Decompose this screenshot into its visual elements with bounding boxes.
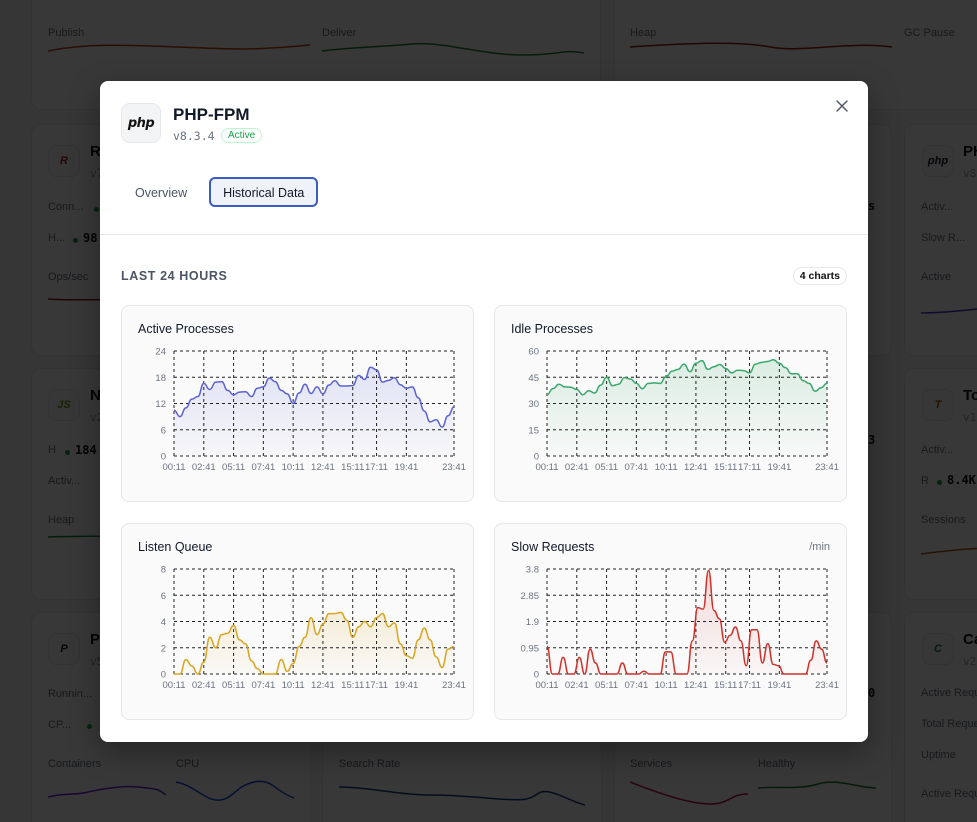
x-tick-label: 10:11 [282,462,305,473]
y-tick-label: 8 [161,565,166,576]
php-logo-icon: php [121,103,161,143]
x-tick-label: 02:41 [565,680,589,691]
x-tick-label: 15:11 [714,680,737,691]
modal-header: php PHP-FPM v8.3.4 Active Overview Histo… [100,81,868,235]
x-tick-label: 05:11 [595,680,618,691]
x-tick-label: 23:41 [815,462,839,473]
line-chart: 0 15 30 45 60 00:11 02:41 05:11 07:41 10:11 12:41 1… [528,347,839,474]
x-tick-label: 12:41 [311,462,335,473]
x-tick-label: 17:11 [365,462,388,473]
x-tick-label: 12:41 [684,680,708,691]
y-tick-label: 24 [155,347,166,358]
chart-line [546,569,828,675]
y-tick-label: 0 [161,452,166,463]
x-tick-label: 19:41 [767,462,791,473]
chart-title: Slow Requests [511,540,595,554]
chart-card-listen-queue: Listen Queue 0 2 4 6 8 00:11 02:41 05:11 07:41 10… [121,523,474,720]
x-tick-label: 23:41 [815,680,839,691]
y-tick-label: 0 [534,670,539,681]
x-tick-label: 02:41 [192,462,216,473]
x-tick-label: 07:41 [624,680,648,691]
y-tick-label: 6 [161,591,166,602]
status-badge: Active [221,128,263,143]
chart-area [547,570,827,674]
y-tick-label: 12 [155,399,166,410]
chart-title: Active Processes [138,322,234,336]
y-tick-label: 2 [161,643,166,654]
x-tick-label: 10:11 [282,680,305,691]
x-tick-label: 00:11 [162,680,185,691]
x-tick-label: 02:41 [565,462,589,473]
y-tick-label: 45 [528,373,539,384]
y-tick-label: 18 [155,373,166,384]
x-tick-label: 00:11 [535,462,558,473]
x-tick-label: 17:11 [738,680,761,691]
x-tick-label: 12:41 [684,462,708,473]
chart-card-active-processes: Active Processes 0 6 12 18 24 00:11 02:41 05:11… [121,305,474,502]
x-tick-label: 00:11 [162,462,185,473]
line-chart: 0 2 4 6 8 00:11 02:41 05:11 07:41 10:11 12:41 15:11… [161,565,466,692]
chart-title: Idle Processes [511,322,593,336]
x-tick-label: 17:11 [365,680,388,691]
x-tick-label: 10:11 [655,680,678,691]
chart-line [546,358,828,396]
x-tick-label: 15:11 [341,462,364,473]
close-button[interactable] [832,96,852,116]
version-label: v8.3.4 [173,129,215,143]
chart-card-slow-requests: Slow Requests /min 0 0.95 1.9 2.85 3.8 00:11 0… [494,523,847,720]
y-tick-label: 0 [161,670,166,681]
chart-area [174,367,454,456]
line-chart: 0 0.95 1.9 2.85 3.8 00:11 02:41 05:11 07:41 10:11… [521,565,839,692]
x-tick-label: 10:11 [655,462,678,473]
x-tick-label: 23:41 [442,462,466,473]
chart-unit: /min [809,541,830,553]
x-tick-label: 07:41 [251,680,275,691]
x-tick-label: 02:41 [192,680,216,691]
x-tick-label: 00:11 [535,680,558,691]
x-tick-label: 19:41 [394,680,418,691]
x-tick-label: 17:11 [738,462,761,473]
y-tick-label: 15 [528,425,539,436]
historical-content: LAST 24 HOURS 4 charts Active Processes … [100,236,868,742]
chart-area [547,359,827,456]
y-tick-label: 4 [161,617,166,628]
x-tick-label: 05:11 [595,462,618,473]
chart-grid [173,568,455,675]
close-icon [836,100,848,112]
chart-line [173,611,455,675]
chart-area [174,612,454,674]
chart-count-badge: 4 charts [792,267,847,285]
tab-bar: Overview Historical Data [121,177,319,207]
y-tick-label: 3.8 [526,565,539,576]
tab-overview[interactable]: Overview [135,186,188,200]
chart-title: Listen Queue [138,540,213,554]
section-title: LAST 24 HOURS [121,269,228,283]
chart-grid [546,350,828,457]
y-tick-label: 6 [161,425,166,436]
x-tick-label: 15:11 [341,680,364,691]
x-tick-label: 19:41 [394,462,418,473]
x-tick-label: 12:41 [311,680,335,691]
x-tick-label: 07:41 [624,462,648,473]
modal-title: PHP-FPM [173,105,250,124]
y-tick-label: 60 [528,347,539,358]
y-tick-label: 30 [528,399,539,410]
tab-historical-data[interactable]: Historical Data [209,177,319,207]
chart-grid [173,350,455,457]
x-tick-label: 05:11 [222,680,245,691]
line-chart: 0 6 12 18 24 00:11 02:41 05:11 07:41 10:11 12:41 15… [155,347,466,474]
service-detail-modal: php PHP-FPM v8.3.4 Active Overview Histo… [100,81,868,742]
x-tick-label: 05:11 [222,462,245,473]
x-tick-label: 15:11 [714,462,737,473]
x-tick-label: 23:41 [442,680,466,691]
chart-line [173,366,455,428]
x-tick-label: 19:41 [767,680,791,691]
x-tick-label: 07:41 [251,462,275,473]
y-tick-label: 1.9 [526,617,539,628]
y-tick-label: 2.85 [521,591,540,602]
y-tick-label: 0 [534,452,539,463]
chart-card-idle-processes: Idle Processes 0 15 30 45 60 00:11 02:41 05:11 0… [494,305,847,502]
y-tick-label: 0.95 [521,643,540,654]
